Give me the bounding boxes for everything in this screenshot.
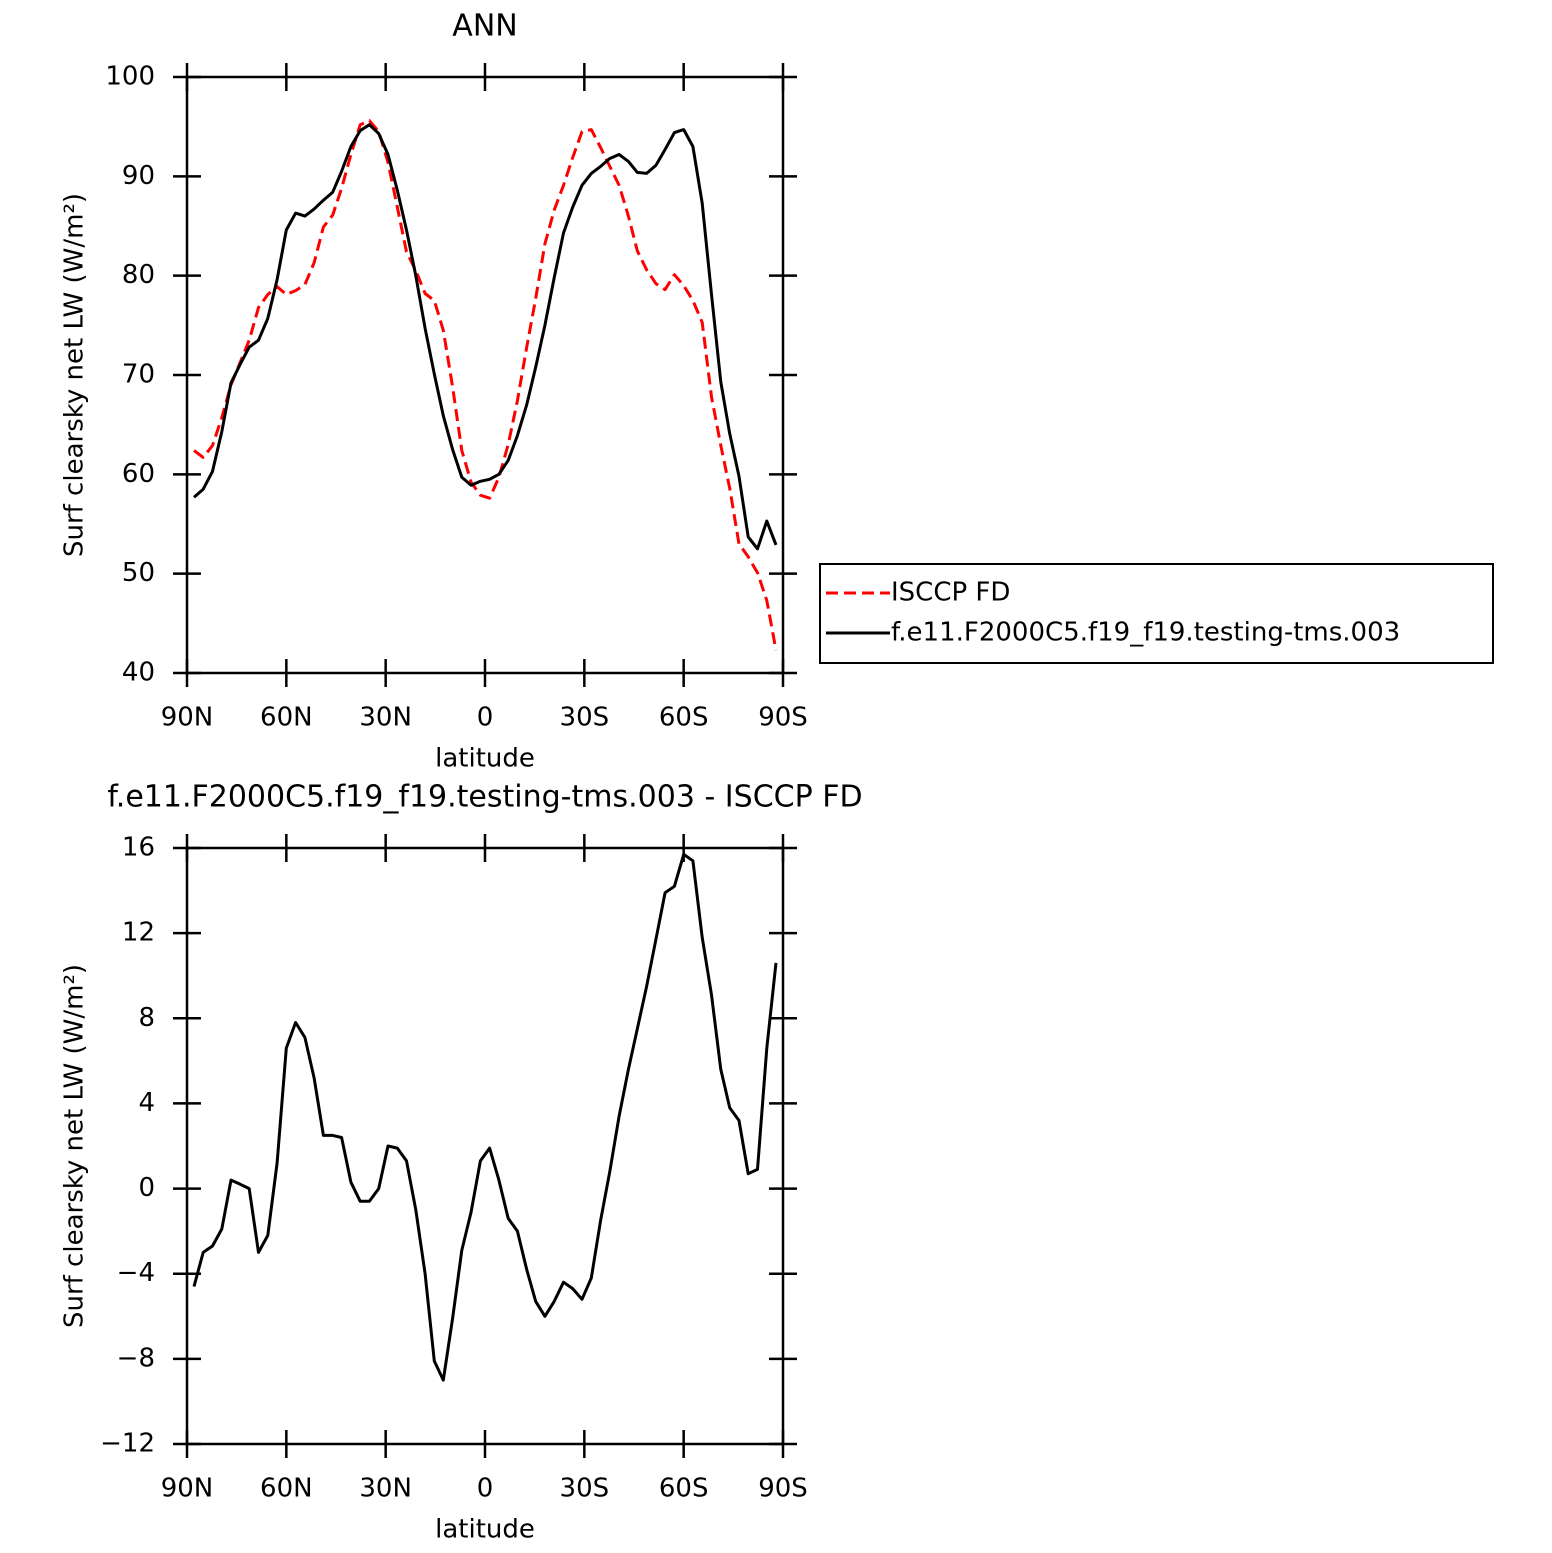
legend-label: f.e11.F2000C5.f19_f19.testing-tms.003 (891, 618, 1400, 648)
x-tick-label: 60S (659, 703, 709, 733)
y-tick-label: 0 (138, 1173, 155, 1203)
y-tick-label: 70 (122, 360, 155, 390)
y-axis-label: Surf clearsky net LW (W/m²) (60, 193, 90, 557)
data-line (193, 119, 778, 651)
plot-frame (185, 846, 785, 1446)
x-tick-label: 90S (758, 703, 808, 733)
x-tick-label: 0 (477, 703, 494, 733)
y-tick-label: 50 (122, 558, 155, 588)
x-tick-label: 90S (758, 1474, 808, 1504)
data-line (192, 852, 778, 1382)
x-tick-label: 30N (359, 1474, 412, 1504)
chart-title: ANN (452, 9, 517, 44)
y-tick-label: −4 (117, 1258, 155, 1288)
y-tick-label: 100 (105, 62, 155, 92)
x-tick-label: 60N (260, 703, 313, 733)
legend-box (819, 563, 1494, 664)
y-tick-label: 80 (122, 260, 155, 290)
y-tick-label: 40 (122, 658, 155, 688)
x-tick-label: 0 (477, 1474, 494, 1504)
plot-frame (185, 75, 785, 675)
y-tick-label: −8 (117, 1343, 155, 1373)
x-tick-label: 90N (161, 703, 214, 733)
legend-label: ISCCP FD (891, 578, 1010, 608)
y-tick-label: 4 (138, 1088, 155, 1118)
x-tick-label: 60N (260, 1474, 313, 1504)
x-tick-label: 90N (161, 1474, 214, 1504)
x-tick-label: 30S (560, 1474, 610, 1504)
y-tick-label: 60 (122, 459, 155, 489)
x-axis-label: latitude (435, 744, 535, 774)
y-tick-label: −12 (100, 1429, 155, 1459)
y-tick-label: 8 (138, 1003, 155, 1033)
chart-title: f.e11.F2000C5.f19_f19.testing-tms.003 - … (107, 780, 862, 815)
x-tick-label: 30S (560, 703, 610, 733)
y-tick-label: 90 (122, 161, 155, 191)
y-tick-label: 16 (122, 833, 155, 863)
data-line (193, 123, 778, 551)
x-tick-label: 30N (359, 703, 412, 733)
x-tick-label: 60S (659, 1474, 709, 1504)
y-tick-label: 12 (122, 918, 155, 948)
y-axis-label: Surf clearsky net LW (W/m²) (60, 964, 90, 1328)
x-axis-label: latitude (435, 1515, 535, 1545)
